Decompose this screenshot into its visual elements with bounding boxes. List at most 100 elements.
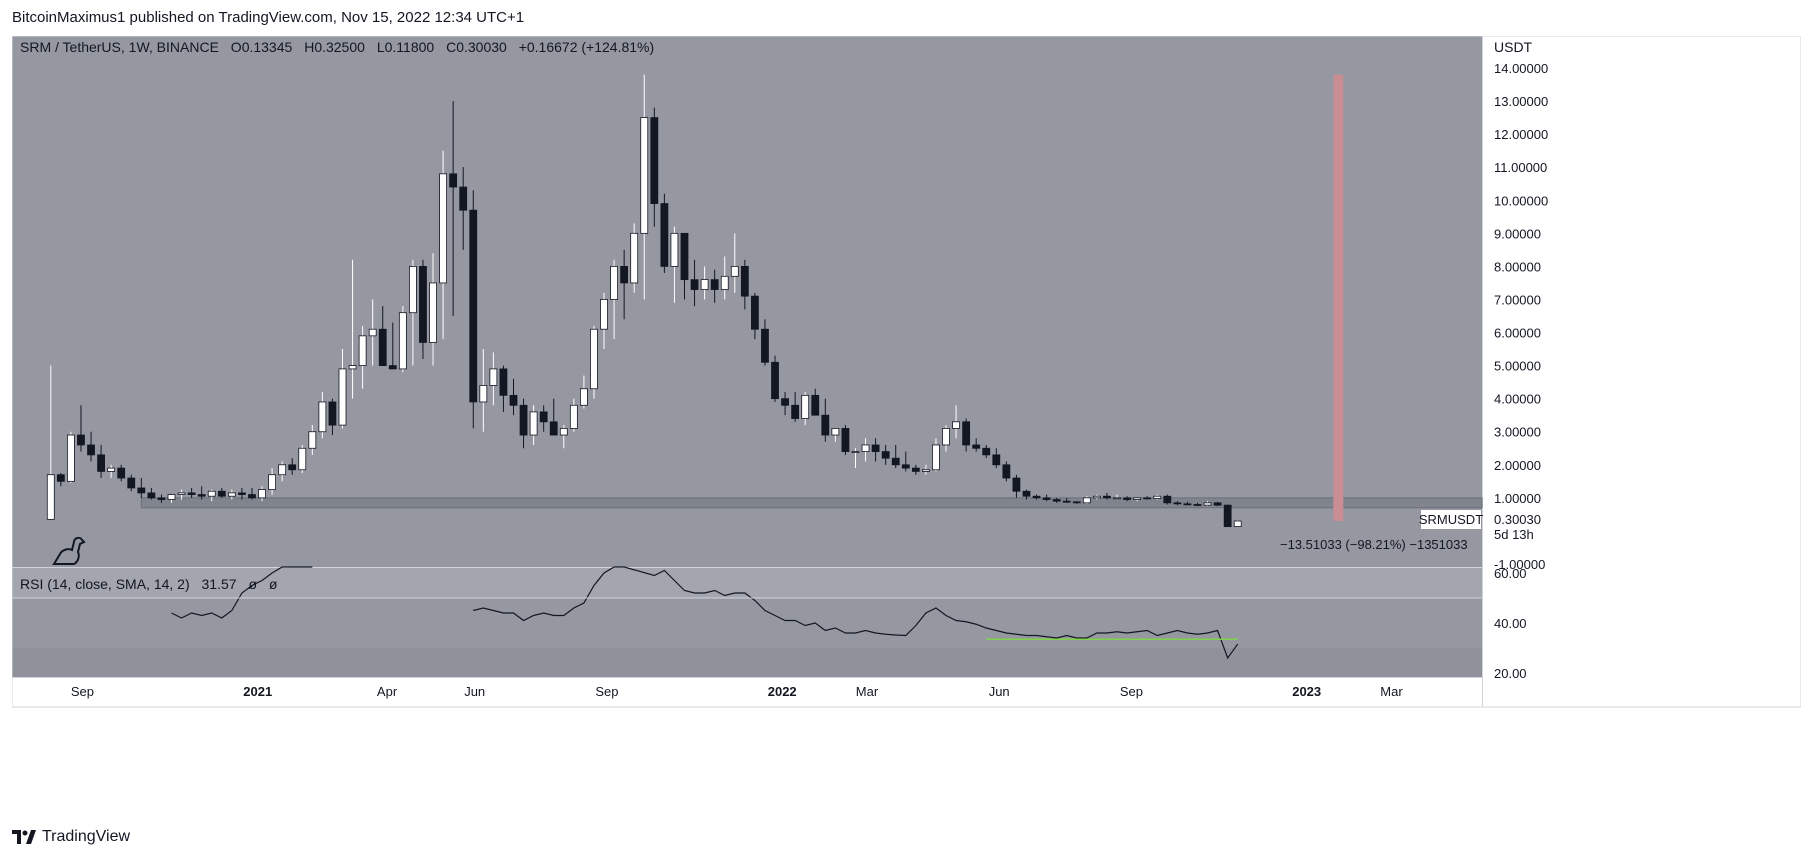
price-axis: 14.00000 13.00000 12.00000 11.00000 10.00000… (1494, 61, 1548, 572)
candle (1062, 497, 1071, 503)
candle-body (650, 117, 659, 204)
candle (811, 388, 820, 416)
candle-body (771, 361, 779, 400)
candle (177, 489, 186, 500)
candle (982, 444, 991, 459)
candle (489, 352, 498, 406)
candle (851, 448, 860, 469)
candle (590, 325, 598, 399)
candle-body (348, 365, 357, 370)
candle (197, 486, 206, 500)
candle-body (419, 265, 427, 343)
candle (318, 392, 327, 439)
rsi-value: 31.57 (202, 576, 237, 592)
time-axis[interactable]: Sep 2021 Apr Jun Sep 2022 Mar Jun Sep 2023 Mar (71, 684, 1403, 699)
candle (569, 398, 578, 432)
candle (77, 405, 85, 452)
candle-body (871, 444, 880, 452)
candle-body (1113, 497, 1121, 500)
candle-body (87, 444, 95, 456)
candle (771, 355, 779, 402)
time-tick-label: Sep (1120, 684, 1143, 699)
candle-body (1223, 504, 1232, 528)
tradingview-logo-icon (12, 830, 36, 844)
candle-body (1153, 495, 1162, 499)
svg-text:SRM / TetherUS, 1W, BINANCE: SRM / TetherUS, 1W, BINANCE O0.13345 H0.… (20, 39, 654, 55)
candle-body (962, 421, 971, 446)
price-tick-label: 5.00000 (1494, 359, 1541, 374)
candle-body (358, 335, 367, 366)
candle (167, 494, 176, 503)
candle (1193, 502, 1202, 507)
candle (559, 425, 568, 449)
candle-body (278, 464, 287, 476)
ohlc-l-label: L (377, 39, 385, 55)
candle-body (972, 444, 981, 449)
rsi-tick-label: 20.00 (1494, 666, 1527, 681)
candle (1072, 501, 1081, 504)
candle-body (549, 421, 558, 436)
candle-body (710, 279, 719, 290)
candle-body (1163, 495, 1172, 504)
candle-body (821, 414, 830, 436)
candle (87, 431, 95, 462)
candle (992, 448, 1001, 469)
chart-svg[interactable]: 14.00000 13.00000 12.00000 11.00000 10.00000… (11, 35, 1802, 817)
candle-body (207, 490, 216, 497)
candle (338, 349, 347, 429)
candle-body (318, 401, 327, 433)
candle (1123, 496, 1131, 502)
candle (1052, 497, 1061, 503)
candle (620, 249, 629, 320)
ohlc-close: 0.30030 (456, 39, 507, 55)
candle-body (1032, 495, 1041, 499)
candle-body (238, 492, 246, 495)
candle (972, 438, 981, 452)
candle (580, 375, 588, 409)
price-tick-label: 7.00000 (1494, 292, 1541, 307)
candle (670, 226, 679, 303)
candle-body (489, 368, 498, 386)
rsi-tick-label: 60.00 (1494, 566, 1527, 581)
axis-unit: USDT (1494, 39, 1533, 55)
candle (781, 392, 789, 416)
candle-body (1123, 497, 1131, 500)
time-tick-label: 2022 (768, 684, 797, 699)
candle-body (197, 494, 206, 497)
chart-container[interactable]: 14.00000 13.00000 12.00000 11.00000 10.00000… (11, 35, 1802, 817)
ohlc-c-label: C (446, 39, 456, 55)
candle-body (600, 299, 608, 330)
candle (660, 193, 669, 274)
price-tick-label: 13.00000 (1494, 94, 1548, 109)
candle-body (217, 490, 226, 497)
candle (1213, 501, 1222, 507)
candle (378, 306, 387, 366)
candle (248, 487, 256, 500)
candle (238, 487, 246, 500)
candle (871, 438, 880, 462)
candle-body (1193, 504, 1202, 506)
candle (147, 487, 156, 500)
candle-body (398, 312, 407, 370)
candle (1042, 494, 1051, 502)
candle (157, 494, 166, 503)
symbol-label-box (1421, 510, 1481, 529)
candle (268, 468, 276, 495)
candle-body (328, 401, 337, 426)
candle (922, 464, 930, 475)
time-tick-label: Mar (856, 684, 879, 699)
price-tick-label: 9.00000 (1494, 226, 1541, 241)
candle-body (861, 444, 870, 452)
candle-body (227, 492, 236, 497)
candle-body (680, 232, 689, 281)
candle-body (1042, 497, 1051, 500)
candle-body (932, 444, 940, 471)
candle (1223, 504, 1232, 528)
candle (398, 306, 407, 373)
dinosaur-icon (52, 536, 86, 565)
candle-body (519, 404, 528, 436)
candle-body (77, 434, 85, 446)
footer-brand: TradingView (42, 828, 131, 845)
candle-body (388, 365, 397, 370)
candle (600, 292, 608, 350)
